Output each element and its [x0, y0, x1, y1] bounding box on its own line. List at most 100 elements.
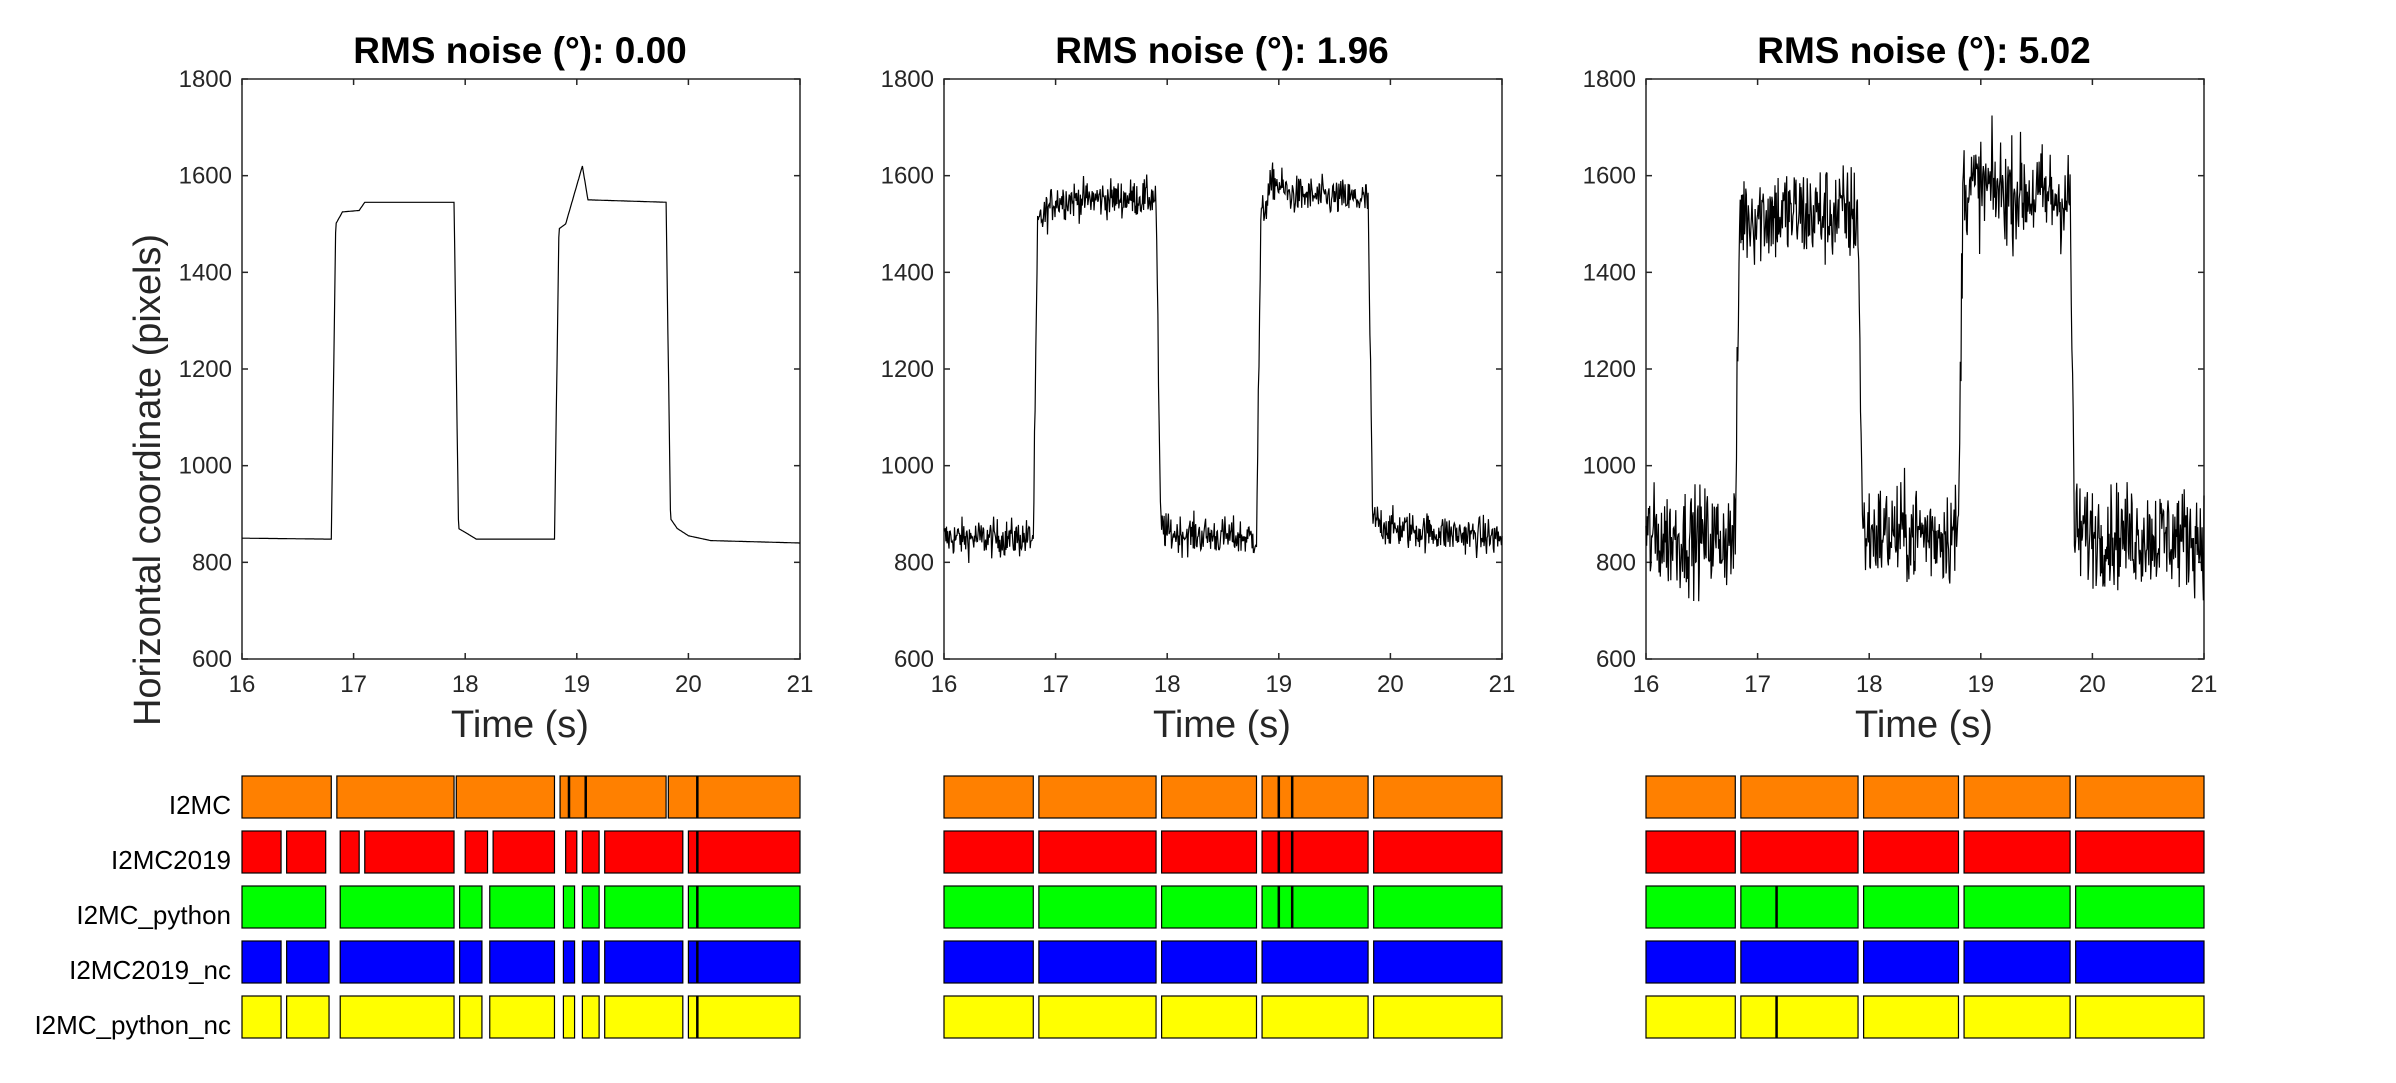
x-tick-label: 21	[787, 671, 814, 698]
axes-box	[1645, 78, 2205, 660]
row-label-i2mc-python-nc: I2MC_python_nc	[34, 1010, 231, 1040]
classification-segment	[559, 775, 667, 819]
classification-segment	[943, 885, 1034, 929]
classification-segment	[459, 940, 483, 984]
classification-segment	[1963, 885, 2071, 929]
x-tick-label: 17	[1042, 671, 1069, 698]
classification-segment	[1038, 940, 1157, 984]
y-tick-label: 1000	[881, 453, 934, 480]
classification-segment	[1863, 775, 1960, 819]
row-label-i2mc2019: I2MC2019	[111, 845, 231, 875]
classification-segment	[581, 830, 600, 874]
x-tick-label: 19	[563, 671, 590, 698]
classification-segment	[1161, 775, 1258, 819]
classification-segment	[1963, 775, 2071, 819]
axes-box	[241, 78, 801, 660]
classification-segment	[1161, 940, 1258, 984]
axes-box	[943, 78, 1503, 660]
x-tick-label: 19	[1967, 671, 1994, 698]
classification-segment	[562, 995, 576, 1039]
row-label-i2mc-python: I2MC_python	[76, 900, 231, 930]
classification-segment	[1373, 995, 1503, 1039]
classification-segment	[459, 995, 483, 1039]
panel-3: RMS noise (°): 5.02 Time (s) 600 800 1000 1…	[1583, 30, 2218, 746]
classification-segment	[286, 995, 330, 1039]
y-tick-label: 1800	[1583, 66, 1636, 93]
classification-segment	[455, 775, 556, 819]
classification-segment	[565, 830, 578, 874]
y-tick-label: 1400	[1583, 259, 1636, 286]
classification-segment	[1645, 830, 1736, 874]
panel-1-title: RMS noise (°): 0.00	[353, 30, 686, 71]
classification-segment	[943, 775, 1034, 819]
classification-segment	[581, 885, 600, 929]
x-tick-label: 17	[1744, 671, 1771, 698]
gaze-trace-line	[242, 165, 800, 544]
classification-segment	[336, 775, 455, 819]
y-tick-label: 1600	[881, 163, 934, 190]
classification-segment	[1038, 885, 1157, 929]
classification-segment	[687, 830, 801, 874]
classification-segment	[1373, 940, 1503, 984]
y-tick-label: 1800	[881, 66, 934, 93]
classification-segment	[1373, 775, 1503, 819]
panel-1: RMS noise (°): 0.00 Horizontal coordinat…	[127, 30, 813, 746]
classification-segment	[2075, 830, 2205, 874]
classification-segment	[1373, 885, 1503, 929]
classification-segment	[1863, 885, 1960, 929]
classification-segment	[1645, 995, 1736, 1039]
classification-segment	[1373, 830, 1503, 874]
y-axis-label: Horizontal coordinate (pixels)	[127, 234, 169, 726]
classification-segment	[2075, 995, 2205, 1039]
classification-segment	[604, 995, 684, 1039]
classification-segment	[1740, 775, 1859, 819]
classification-segment	[1038, 830, 1157, 874]
classification-segment	[562, 885, 576, 929]
classification-segment	[1161, 995, 1258, 1039]
classification-segment	[1261, 940, 1369, 984]
panel-1-x-axis-label: Time (s)	[451, 704, 589, 746]
classification-segment	[241, 775, 332, 819]
y-tick-label: 1000	[179, 453, 232, 480]
classification-segment	[1645, 940, 1736, 984]
y-tick-label: 1800	[179, 66, 232, 93]
classification-segment	[286, 940, 330, 984]
classification-segment	[687, 995, 801, 1039]
panel-2: RMS noise (°): 1.96 Time (s) 600 800 1000 1…	[881, 30, 1516, 746]
classification-segment	[687, 885, 801, 929]
classification-segment	[339, 940, 455, 984]
y-tick-label: 600	[1596, 646, 1636, 673]
classification-segment	[286, 830, 327, 874]
y-tick-label: 1200	[881, 356, 934, 383]
y-tick-label: 800	[894, 549, 934, 576]
classification-segment	[1740, 995, 1859, 1039]
panel-2-title: RMS noise (°): 1.96	[1055, 30, 1388, 71]
y-tick-label: 1200	[1583, 356, 1636, 383]
classification-segment	[489, 885, 556, 929]
x-tick-label: 17	[340, 671, 367, 698]
classification-segment	[1261, 995, 1369, 1039]
classifier-labels: I2MC I2MC2019 I2MC_python I2MC2019_nc I2…	[34, 790, 231, 1040]
panel-2-plot: 600 800 1000 1200 1400 1600 1800 16 17 18 19 20 21	[881, 66, 1516, 698]
panel-3-plot: 600 800 1000 1200 1400 1600 1800 16 17 18 19 20 21	[1583, 66, 2218, 698]
panel-1-plot: 600 800 1000 1200 1400 1600 1800 16 17 18 19 20 21	[179, 66, 814, 698]
y-tick-label: 1600	[179, 163, 232, 190]
panel-3-x-axis-label: Time (s)	[1855, 704, 1993, 746]
gaze-trace-line	[1645, 115, 2205, 602]
y-tick-label: 1400	[179, 259, 232, 286]
classification-segment	[2075, 940, 2205, 984]
classification-segment	[1963, 940, 2071, 984]
classification-segment	[492, 830, 556, 874]
x-tick-label: 20	[675, 671, 702, 698]
classification-segment	[604, 885, 684, 929]
classification-segment	[339, 885, 455, 929]
classification-segment	[1645, 775, 1736, 819]
classification-segment	[364, 830, 455, 874]
panel-2-x-axis-label: Time (s)	[1153, 704, 1291, 746]
classification-bars	[241, 775, 2205, 1039]
classification-segment	[1963, 830, 2071, 874]
classification-segment	[1740, 940, 1859, 984]
classification-segment	[1740, 885, 1859, 929]
x-tick-label: 16	[1633, 671, 1660, 698]
